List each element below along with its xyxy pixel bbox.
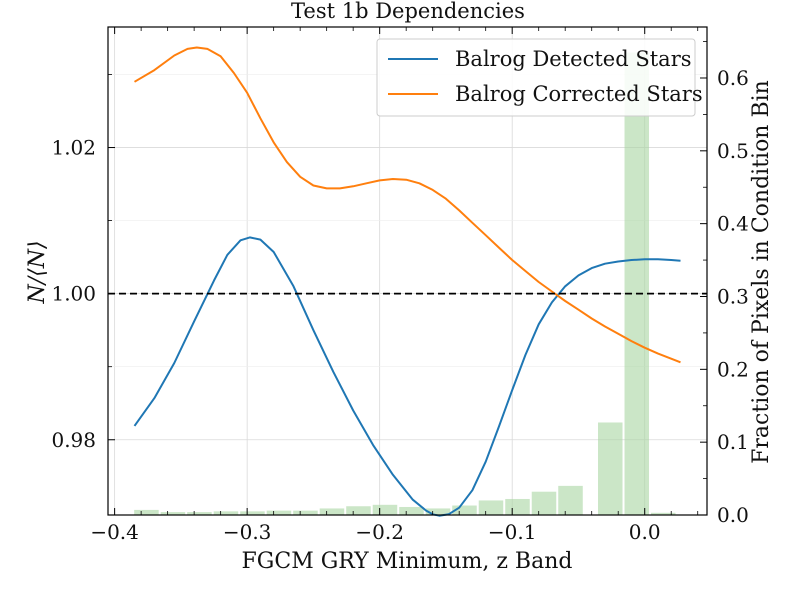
- series-lines: [133, 46, 681, 517]
- x-tick-label-2: −0.2: [355, 520, 404, 544]
- y-tick-label-2: 1.02: [51, 136, 96, 160]
- histogram-bar-10: [399, 506, 424, 515]
- histogram-bar-16: [558, 485, 583, 515]
- histogram: [134, 52, 676, 515]
- histogram-bar-5: [266, 510, 292, 515]
- y-right-tick-label-4: 0.4: [717, 212, 749, 236]
- histogram-bar-2: [187, 512, 212, 515]
- histogram-bar-17: [598, 422, 623, 515]
- y-tick-label-1: 1.00: [51, 282, 96, 306]
- histogram-bar-13: [478, 500, 504, 515]
- histogram-bar-4: [240, 511, 265, 515]
- y-right-axis-title: Fraction of Pixels in Condition Bin: [749, 80, 774, 464]
- y-right-tick-label-1: 0.1: [717, 430, 749, 454]
- x-axis-ticks: −0.4 −0.3 −0.2 −0.1 0.0: [90, 27, 699, 544]
- histogram-bar-15: [531, 491, 557, 515]
- x-tick-label-3: −0.1: [488, 520, 537, 544]
- histogram-bar-12: [452, 505, 477, 515]
- y-axis-title: N/⟨N⟩: [25, 240, 50, 304]
- histogram-bar-1: [160, 512, 186, 515]
- y-tick-label-0: 0.98: [51, 428, 96, 452]
- series-line-1: [133, 46, 681, 364]
- y-right-tick-label-5: 0.5: [717, 139, 749, 163]
- y-right-tick-label-3: 0.3: [717, 284, 749, 308]
- histogram-bar-18: [624, 52, 650, 515]
- histogram-bar-3: [213, 511, 239, 515]
- x-tick-label-4: 0.0: [629, 520, 661, 544]
- y-axis-ticks: 0.98 1.00 1.02: [51, 74, 115, 452]
- y-right-tick-label-0: 0.0: [717, 503, 749, 527]
- x-axis-title: FGCM GRY Minimum, z Band: [242, 549, 573, 574]
- histogram-bar-8: [346, 506, 371, 515]
- histogram-bar-6: [293, 510, 318, 515]
- histogram-bar-11: [425, 508, 451, 515]
- y-right-tick-label-6: 0.6: [717, 66, 749, 90]
- histogram-bar-9: [372, 504, 398, 515]
- histogram-bar-19: [651, 512, 676, 515]
- legend-label-corrected: Balrog Corrected Stars: [455, 82, 703, 106]
- legend-box: [376, 38, 696, 117]
- histogram-bar-7: [319, 508, 345, 515]
- series-line-0: [133, 236, 681, 517]
- plot-frame: [107, 26, 708, 516]
- legend-label-detected: Balrog Detected Stars: [455, 47, 692, 71]
- histogram-bar-14: [505, 498, 530, 515]
- x-tick-label-1: −0.3: [223, 520, 272, 544]
- y-right-tick-label-2: 0.2: [717, 357, 749, 381]
- histogram-bar-0: [134, 509, 159, 515]
- x-tick-label-0: −0.4: [90, 520, 139, 544]
- chart-title: Test 1b Dependencies: [291, 0, 525, 23]
- legend: Balrog Detected Stars Balrog Corrected S…: [376, 38, 703, 117]
- y-right-axis-ticks: 0.0 0.1 0.2 0.3 0.4 0.5 0.6: [700, 41, 749, 527]
